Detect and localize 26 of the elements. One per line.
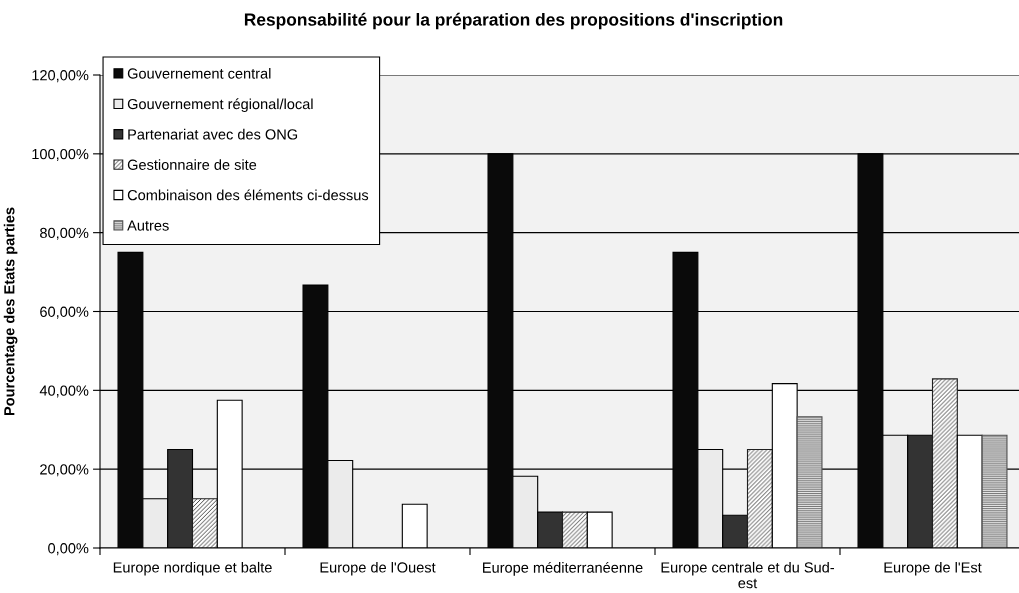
legend-label: Gestionnaire de site — [127, 159, 257, 170]
legend-label: Combinaison des éléments ci-dessus — [127, 189, 369, 201]
chart-title: Responsabilité pour la préparation des propositions d'inscription — [244, 12, 783, 30]
legend-label: Gouvernement régional/local — [127, 98, 313, 113]
x-tick-label: Europe nordique et balte — [113, 561, 272, 576]
bar — [931, 378, 958, 548]
legend-label: Gouvernement central — [127, 67, 271, 79]
bar — [796, 416, 823, 548]
y-tick-label: 0,00% — [48, 543, 89, 556]
y-tick-label: 120,00% — [32, 70, 89, 83]
y-tick-label: 40,00% — [39, 385, 89, 398]
x-tick-label: Europe centrale et du Sud- est — [661, 561, 835, 589]
bar — [746, 448, 773, 548]
y-axis-title: Pourcentage des Etats parties — [3, 207, 18, 416]
legend-label: Partenariat avec des ONG — [128, 128, 298, 140]
bar — [191, 498, 218, 548]
y-tick-label: 80,00% — [40, 227, 89, 240]
y-tick-label: 20,00% — [40, 464, 89, 477]
bar — [981, 434, 1008, 548]
x-tick-label: Europe méditerranéenne — [483, 561, 643, 576]
x-tick-label: Europe de l'Ouest — [320, 561, 436, 576]
legend-label: Autres — [127, 220, 169, 231]
y-tick-label: 60,00% — [40, 306, 89, 319]
y-tick-label: 100,00% — [32, 148, 89, 161]
x-tick-label: Europe de l'Est — [884, 561, 982, 576]
bar — [561, 511, 588, 548]
